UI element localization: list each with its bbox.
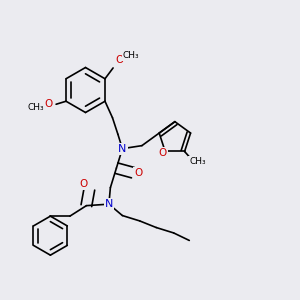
Text: CH₃: CH₃ <box>189 157 206 166</box>
Text: O: O <box>80 179 88 189</box>
Text: O: O <box>159 148 167 158</box>
Text: N: N <box>118 144 127 154</box>
Text: CH₃: CH₃ <box>123 51 140 60</box>
Text: O: O <box>44 99 52 109</box>
Text: O: O <box>116 55 124 65</box>
Text: N: N <box>105 199 113 209</box>
Text: O: O <box>134 168 142 178</box>
Text: CH₃: CH₃ <box>28 103 44 112</box>
